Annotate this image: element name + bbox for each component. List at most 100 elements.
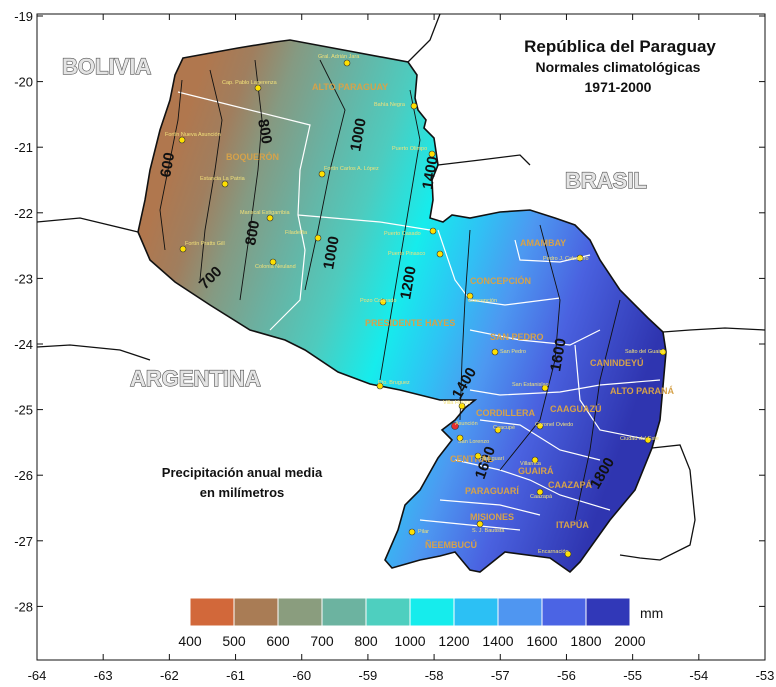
station: Puerto Olimpo: [392, 146, 436, 158]
svg-text:San Pedro: San Pedro: [500, 349, 526, 355]
department-label: BOQUERÓN: [226, 151, 279, 162]
color-legend: 400 500 600 700 800 1000 1200 1400 1600 1800 2000: [178, 597, 646, 649]
isohyet-label: 1000: [347, 117, 370, 153]
legend-swatch: [277, 597, 323, 627]
weather-stations: Gral. Adrián Jara Cap. Pablo Lagerenza B…: [165, 54, 667, 558]
svg-text:San Estanislao: San Estanislao: [512, 382, 549, 388]
department-labels: ALTO PARAGUAY BOQUERÓN PRESIDENTE HAYES …: [226, 82, 674, 550]
department-label: ITAPÚA: [556, 519, 589, 530]
y-tick-label: -28: [14, 599, 33, 614]
legend-tick-label: 600: [266, 633, 290, 649]
x-tick-label: -64: [28, 668, 47, 683]
department-boundaries: [177, 91, 661, 531]
map-caption-line1: Precipitación anual media: [162, 465, 323, 480]
y-axis-ticks: -19 -20 -21 -22 -23 -24 -25 -26 -27 -28: [14, 9, 765, 614]
legend-swatch: [453, 597, 499, 627]
y-tick-label: -19: [14, 9, 33, 24]
y-tick-label: -26: [14, 468, 33, 483]
station: Filadelfia: [285, 230, 322, 242]
svg-text:Encarnación: Encarnación: [538, 549, 569, 555]
station: Encarnación: [538, 549, 572, 558]
svg-text:Fortín Carlos A. López: Fortín Carlos A. López: [324, 166, 379, 172]
map-subtitle: Normales climatológicas: [536, 59, 701, 75]
x-tick-label: -62: [160, 668, 179, 683]
station: Fortín Carlos A. López: [318, 166, 379, 178]
map-caption-line2: en milímetros: [200, 485, 285, 500]
station: Bahía Negra: [374, 102, 418, 110]
svg-text:Asunción: Asunción: [455, 421, 478, 427]
department-label: CONCEPCIÓN: [470, 275, 531, 286]
station: Cap. Pablo Lagerenza: [222, 80, 278, 92]
station: Caacupé: [493, 425, 515, 434]
legend-tick-label: 1200: [438, 633, 469, 649]
svg-text:Filadelfia: Filadelfia: [285, 230, 308, 236]
department-label: ALTO PARAGUAY: [312, 82, 388, 92]
svg-text:Mariscal Estigarribia: Mariscal Estigarribia: [240, 210, 290, 216]
x-tick-label: -59: [359, 668, 378, 683]
department-label: MISIONES: [470, 512, 514, 522]
svg-text:Coronel Oviedo: Coronel Oviedo: [535, 422, 573, 428]
international-borders: [36, 13, 766, 561]
isohyet-lines: [159, 59, 621, 521]
country-label-bolivia: BOLIVIA: [62, 54, 151, 79]
department-label: CAAZAPÁ: [548, 480, 592, 490]
y-tick-label: -23: [14, 271, 33, 286]
isohyet-label: 1000: [320, 235, 343, 271]
station: Coronel Oviedo: [535, 422, 573, 430]
svg-text:Puerto Casado: Puerto Casado: [384, 231, 421, 237]
station: Pto. Bruguez: [376, 380, 410, 390]
station: Mariscal Estigarribia: [240, 210, 290, 222]
svg-text:Puerto Olimpo: Puerto Olimpo: [392, 146, 427, 152]
y-tick-label: -25: [14, 403, 33, 418]
y-tick-label: -21: [14, 140, 33, 155]
svg-text:Pozo Colorado: Pozo Colorado: [360, 298, 396, 304]
department-label: AMAMBAY: [520, 238, 566, 248]
x-tick-label: -55: [623, 668, 642, 683]
y-tick-label: -22: [14, 206, 33, 221]
department-label: CAAGUAZÚ: [550, 403, 602, 414]
station: Villarrica: [520, 456, 542, 467]
station: San Lorenzo: [456, 434, 489, 445]
y-tick-label: -24: [14, 337, 33, 352]
x-tick-label: -58: [425, 668, 444, 683]
station: Fortín Pratts Gill: [179, 241, 225, 253]
legend-swatch: [189, 597, 235, 627]
svg-text:Concepción: Concepción: [468, 298, 497, 304]
x-axis-ticks: -64 -63 -62 -61 -60 -59 -58 -57 -56 -55 -54 -53: [28, 14, 774, 683]
station: Asunción: [451, 421, 478, 430]
department-label: CENTRAL: [450, 454, 493, 464]
isohyet-label: 600: [157, 151, 178, 179]
department-label: ALTO PARANÁ: [610, 386, 674, 396]
station: S. J. Bautista: [472, 520, 505, 534]
x-tick-label: -57: [491, 668, 510, 683]
x-tick-label: -56: [557, 668, 576, 683]
y-tick-label: -27: [14, 534, 33, 549]
department-label: GUAIRÁ: [518, 466, 554, 476]
legend-tick-label: 500: [222, 633, 246, 649]
legend-swatch: [365, 597, 411, 627]
department-label: SAN PEDRO: [490, 332, 544, 342]
station: Pilar: [408, 528, 429, 536]
station: Concepción: [466, 292, 497, 304]
country-label-argentina: ARGENTINA: [130, 366, 261, 391]
station: San Estanislao: [512, 382, 549, 392]
x-tick-label: -61: [226, 668, 245, 683]
svg-text:Caazapá: Caazapá: [530, 494, 553, 500]
station: Gral. Adrián Jara: [318, 54, 360, 67]
station: Colonia Neuland: [255, 258, 296, 270]
svg-text:Fortín Pratts Gill: Fortín Pratts Gill: [185, 241, 225, 247]
legend-tick-label: 1000: [394, 633, 425, 649]
legend-swatch: [497, 597, 543, 627]
x-tick-label: -60: [292, 668, 311, 683]
legend-tick-label: 1800: [570, 633, 601, 649]
svg-text:S. J. Bautista: S. J. Bautista: [472, 528, 505, 534]
legend-swatch: [233, 597, 279, 627]
station: Salto del Guairá: [625, 348, 667, 356]
department-label: PARAGUARÍ: [465, 486, 519, 496]
department-label: PRESIDENTE HAYES: [365, 318, 455, 328]
legend-tick-label: 1600: [526, 633, 557, 649]
station: Ciudad del Este: [620, 436, 659, 444]
isohyet-label: 800: [254, 118, 275, 146]
legend-swatch: [585, 597, 631, 627]
svg-text:Salto del Guairá: Salto del Guairá: [625, 349, 665, 355]
